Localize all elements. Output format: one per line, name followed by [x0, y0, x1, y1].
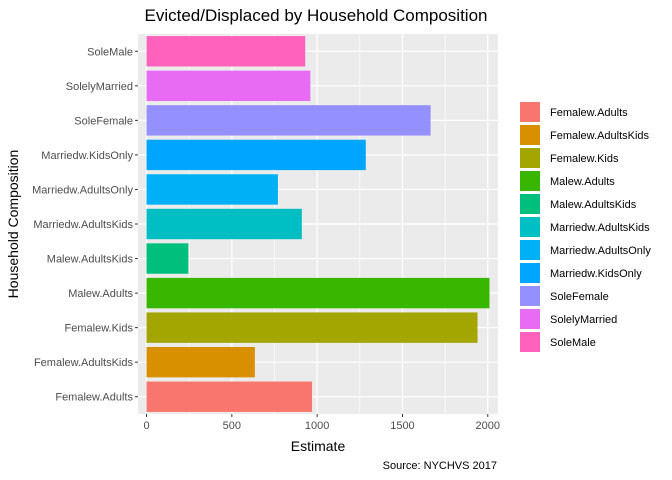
x-axis-title: Estimate: [291, 438, 346, 454]
legend-label: Marriedw.AdultsOnly: [550, 245, 651, 257]
x-tick-label: 0: [143, 420, 149, 432]
y-axis: Femalew.Adults Femalew.AdultsKids Femalew.…: [32, 46, 138, 404]
bar-femalew-adultskids: [146, 346, 255, 378]
chart-title: Evicted/Displaced by Household Compositi…: [144, 6, 487, 25]
y-tick-label: Marriedw.KidsOnly: [41, 150, 133, 162]
y-tick-label: Malew.AdultsKids: [47, 254, 134, 266]
y-tick-label: SolelyMarried: [66, 81, 133, 93]
y-axis-title: Household Composition: [5, 150, 21, 299]
legend-label: Marriedw.AdultsKids: [550, 222, 650, 234]
legend-swatch: [520, 286, 540, 306]
y-tick-label: Femalew.AdultsKids: [34, 357, 134, 369]
x-tick-label: 500: [223, 420, 241, 432]
legend-swatch: [520, 240, 540, 260]
bar-femalew-kids: [146, 312, 478, 343]
legend-label: SoleMale: [550, 337, 596, 349]
y-tick-label: Femalew.Adults: [55, 392, 133, 404]
legend-swatch: [520, 148, 540, 168]
legend-label: Marriedw.KidsOnly: [550, 268, 642, 280]
bar-femalew-adults: [146, 381, 313, 412]
legend-label: Femalew.Adults: [550, 107, 628, 119]
y-tick-label: SoleFemale: [74, 115, 133, 127]
legend-label: Malew.AdultsKids: [550, 199, 637, 211]
bar-solemale: [146, 36, 306, 67]
y-tick-label: SoleMale: [87, 46, 133, 58]
legend-label: Femalew.Kids: [550, 153, 619, 165]
bar-solelymarried: [146, 70, 311, 102]
legend-swatch: [520, 263, 540, 283]
legend-swatch: [520, 194, 540, 214]
legend-swatch: [520, 309, 540, 329]
y-tick-label: Malew.Adults: [68, 288, 133, 300]
x-tick-label: 1500: [390, 420, 414, 432]
legend-label: SoleFemale: [550, 291, 609, 303]
legend: Femalew.Adults Femalew.AdultsKids Femalew.…: [520, 102, 651, 352]
y-tick-label: Femalew.Kids: [65, 323, 134, 335]
legend-label: Femalew.AdultsKids: [550, 130, 650, 142]
bar-marriedw-adultskids: [146, 208, 302, 240]
x-tick-label: 1000: [305, 420, 329, 432]
legend-swatch: [520, 332, 540, 352]
x-axis: 0 500 1000 1500 2000: [143, 414, 500, 432]
legend-label: SolelyMarried: [550, 314, 617, 326]
legend-swatch: [520, 125, 540, 145]
y-tick-label: Marriedw.AdultsOnly: [32, 184, 133, 196]
bar-malew-adultskids: [146, 243, 189, 274]
bar-malew-adults: [146, 277, 490, 309]
y-tick-label: Marriedw.AdultsKids: [33, 219, 133, 231]
chart-caption: Source: NYCHVS 2017: [383, 460, 497, 472]
grid-lines: [138, 34, 498, 414]
legend-swatch: [520, 171, 540, 191]
legend-label: Malew.Adults: [550, 176, 615, 188]
bars: [146, 36, 490, 412]
bar-marriedw-kidsonly: [146, 139, 366, 171]
bar-marriedw-adultsonly: [146, 174, 278, 205]
x-tick-label: 2000: [476, 420, 500, 432]
legend-swatch: [520, 217, 540, 237]
bar-solefemale: [146, 105, 431, 136]
legend-swatch: [520, 102, 540, 122]
